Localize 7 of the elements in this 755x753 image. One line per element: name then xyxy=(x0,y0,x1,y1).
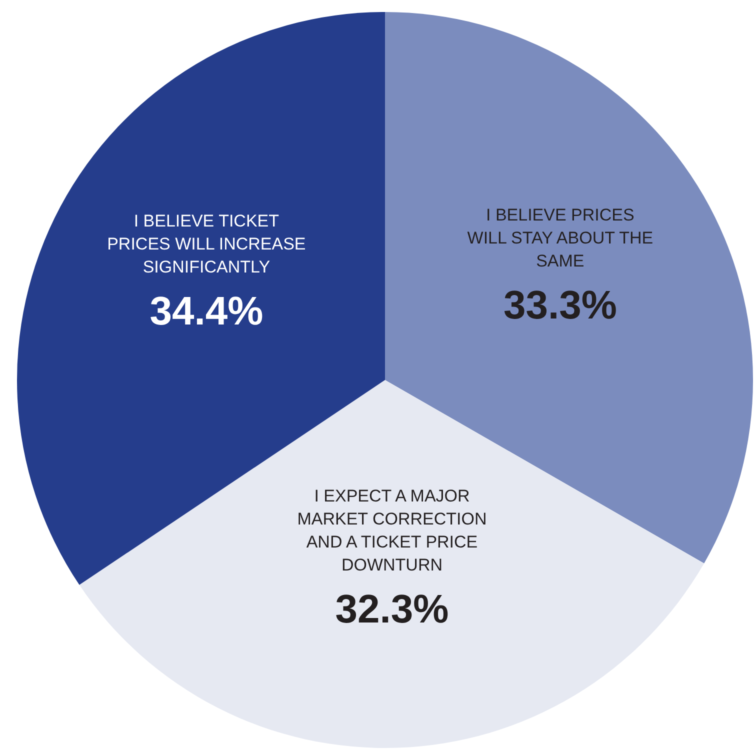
pie-slice xyxy=(79,380,704,748)
slice-label: I BELIEVE TICKET PRICES WILL INCREASE SIGNIFICANTLY xyxy=(107,212,306,277)
slice-label: I BELIEVE PRICES WILL STAY ABOUT THE SAME xyxy=(467,206,654,271)
data-label: 32.3% xyxy=(335,587,449,632)
data-label: 33.3% xyxy=(503,284,617,328)
data-label: 34.4% xyxy=(150,290,264,334)
slice-label: I EXPECT A MAJOR MARKET CORRECTION AND A TICKET PRICE DOWNTURN xyxy=(297,486,487,574)
